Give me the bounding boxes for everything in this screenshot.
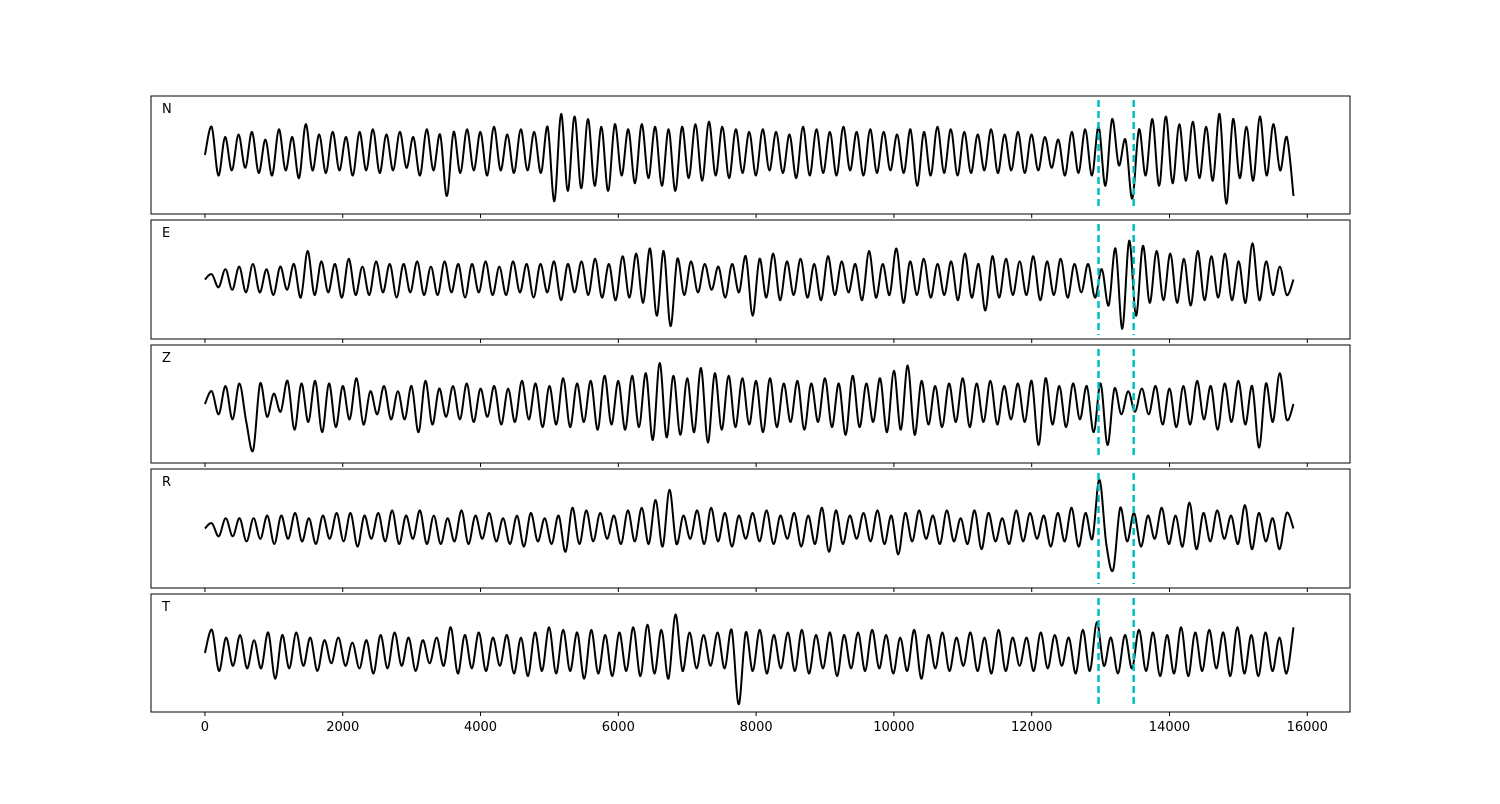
x-tick-label: 0 [201,720,209,735]
trace-label: Z [162,351,171,366]
x-tick-label: 2000 [326,720,359,735]
trace-line-N [203,112,1295,205]
x-tick-label: 10000 [873,720,914,735]
x-tick-label: 14000 [1149,720,1190,735]
x-tick-label: 8000 [740,720,773,735]
trace-line-E [204,239,1295,330]
x-tick-label: 16000 [1287,720,1328,735]
trace-line-R [204,478,1295,573]
trace-line-Z [203,361,1295,453]
x-tick-label: 12000 [1011,720,1052,735]
x-tick-label: 4000 [464,720,497,735]
trace-line-T [203,613,1295,706]
panel-frame-E [150,219,1351,340]
panel-frame-N [150,95,1351,215]
trace-label: E [162,226,170,241]
trace-label: R [162,475,171,490]
trace-label: T [161,600,170,615]
trace-label: N [162,102,172,117]
panel-frame-R [150,468,1351,589]
panel-frame-Z [150,344,1351,464]
panel-frame-T [150,593,1351,713]
x-tick-label: 6000 [602,720,635,735]
